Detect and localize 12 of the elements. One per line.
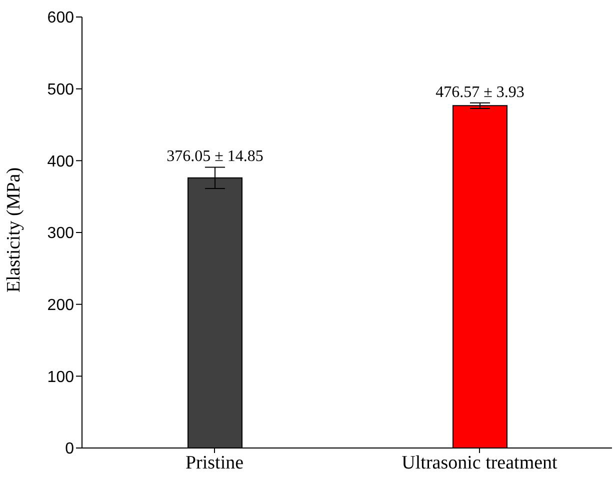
- data-label: 376.05 ± 14.85: [166, 148, 264, 166]
- y-tick-label: 0: [65, 440, 74, 458]
- y-tick-label: 500: [47, 82, 74, 99]
- y-axis-title: Elasticity (MPa): [4, 167, 25, 292]
- y-tick-label: 400: [47, 153, 74, 170]
- data-label: 476.57 ± 3.93: [436, 84, 524, 101]
- y-tick-label: 100: [47, 368, 74, 386]
- y-tick-label: 600: [47, 10, 74, 27]
- y-tick-label: 200: [47, 297, 74, 314]
- x-tick-label: Ultrasonic treatment: [402, 452, 558, 474]
- y-tick-label: 300: [47, 225, 74, 242]
- x-tick-label: Pristine: [185, 452, 244, 474]
